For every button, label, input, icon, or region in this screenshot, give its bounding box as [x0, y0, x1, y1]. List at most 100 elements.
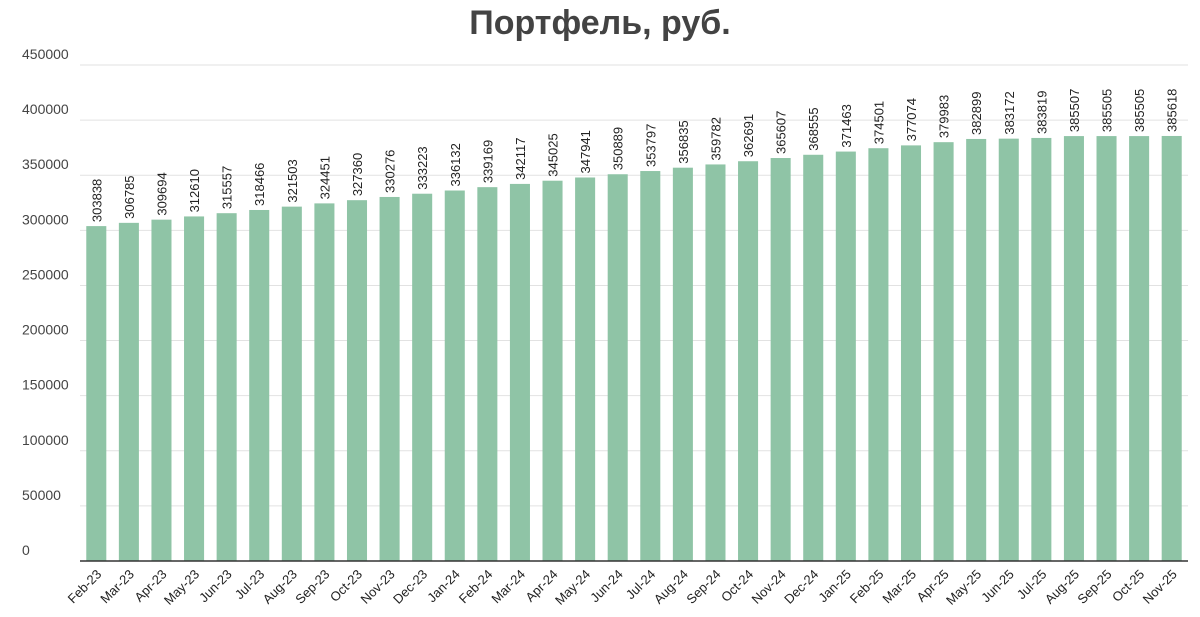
- x-tick-label: Jun-23: [196, 567, 235, 606]
- data-label: 385618: [1165, 89, 1180, 132]
- data-label: 339169: [480, 140, 495, 183]
- bar: [509, 183, 530, 561]
- x-tick-label: Jun-24: [587, 567, 626, 606]
- data-label: 324451: [317, 156, 332, 199]
- data-label: 306785: [122, 175, 137, 218]
- x-tick-label: Aug-24: [651, 567, 691, 607]
- y-tick-label: 350000: [22, 156, 69, 172]
- bar: [151, 219, 172, 562]
- data-label: 377074: [904, 98, 919, 141]
- bar: [118, 222, 139, 562]
- bar: [672, 167, 693, 561]
- bar: [607, 174, 628, 561]
- bar: [868, 148, 889, 561]
- data-label: 382899: [969, 92, 984, 135]
- data-label: 327360: [350, 153, 365, 196]
- bar: [998, 138, 1019, 561]
- bar: [281, 206, 302, 561]
- bar: [249, 209, 270, 562]
- x-tick-label: Mar-23: [97, 567, 137, 607]
- x-tick-label: Mar-24: [488, 567, 528, 607]
- y-tick-label: 0: [22, 542, 30, 558]
- data-label: 365607: [774, 111, 789, 154]
- bar: [640, 171, 661, 561]
- x-tick-label: May-24: [552, 567, 593, 608]
- x-tick-label: Dec-24: [781, 567, 821, 607]
- data-label: 371463: [839, 104, 854, 147]
- bar: [412, 193, 433, 561]
- data-label: 336132: [448, 143, 463, 186]
- data-label: 356835: [676, 120, 691, 163]
- bar: [1063, 136, 1084, 561]
- bar: [738, 161, 759, 561]
- y-tick-label: 50000: [22, 487, 61, 503]
- bar: [835, 151, 856, 561]
- x-tick-label: Sep-25: [1074, 567, 1114, 607]
- bar: [705, 164, 726, 561]
- y-tick-label: 400000: [22, 101, 69, 117]
- x-tick-label: Aug-25: [1042, 567, 1082, 607]
- data-label: 345025: [546, 133, 561, 176]
- y-tick-label: 450000: [22, 46, 69, 62]
- data-label: 374501: [871, 101, 886, 144]
- data-label: 330276: [383, 150, 398, 193]
- bar: [216, 213, 237, 561]
- x-tick-label: Feb-23: [65, 567, 105, 607]
- data-label: 350889: [611, 127, 626, 170]
- bar: [184, 216, 205, 561]
- x-tick-label: May-23: [161, 567, 202, 608]
- x-tick-label: Dec-23: [390, 567, 430, 607]
- x-tick-label: Jan-25: [815, 567, 854, 606]
- bar: [575, 177, 596, 561]
- x-tick-label: Jun-25: [978, 567, 1017, 606]
- y-tick-label: 250000: [22, 266, 69, 282]
- data-label: 333223: [415, 146, 430, 189]
- bar: [933, 142, 954, 561]
- x-tick-label: Jan-24: [424, 567, 463, 606]
- x-tick-label: Aug-23: [260, 567, 300, 607]
- bar: [1031, 137, 1052, 561]
- x-tick-label: Sep-23: [292, 567, 332, 607]
- data-label: 368555: [806, 107, 821, 150]
- data-label: 321503: [285, 159, 300, 202]
- bar: [542, 180, 563, 561]
- x-tick-label: Mar-25: [879, 567, 919, 607]
- bar: [379, 196, 400, 561]
- y-tick-label: 300000: [22, 211, 69, 227]
- data-label: 303838: [89, 179, 104, 222]
- data-label: 359782: [708, 117, 723, 160]
- data-label: 385507: [1067, 89, 1082, 132]
- y-tick-label: 100000: [22, 432, 69, 448]
- data-label: 379983: [937, 95, 952, 138]
- x-tick-label: May-25: [943, 567, 984, 608]
- data-label: 347941: [578, 130, 593, 173]
- data-label: 383819: [1034, 91, 1049, 134]
- x-tick-label: Nov-25: [1140, 567, 1180, 607]
- bar: [314, 203, 335, 561]
- data-label: 385505: [1132, 89, 1147, 132]
- bar: [444, 190, 465, 561]
- bar: [346, 200, 368, 562]
- x-tick-label: Nov-24: [749, 567, 789, 607]
- y-tick-label: 150000: [22, 377, 69, 393]
- bar: [900, 145, 922, 561]
- data-label: 315557: [220, 166, 235, 209]
- x-tick-label: Feb-25: [847, 567, 887, 607]
- data-label: 353797: [643, 124, 658, 167]
- data-label: 309694: [154, 172, 169, 215]
- bar: [1129, 136, 1150, 561]
- data-label: 383172: [1002, 91, 1017, 134]
- data-label: 385505: [1100, 89, 1115, 132]
- bar: [86, 226, 107, 561]
- x-tick-label: Sep-24: [683, 567, 723, 607]
- chart-title: Портфель, руб.: [469, 4, 731, 42]
- data-label: 312610: [187, 169, 202, 212]
- bar: [477, 187, 498, 561]
- bar: [803, 154, 824, 561]
- bar: [1096, 136, 1117, 561]
- bar: [770, 158, 791, 561]
- bar: [1161, 135, 1182, 562]
- data-label: 342117: [513, 137, 528, 179]
- y-tick-label: 200000: [22, 322, 69, 338]
